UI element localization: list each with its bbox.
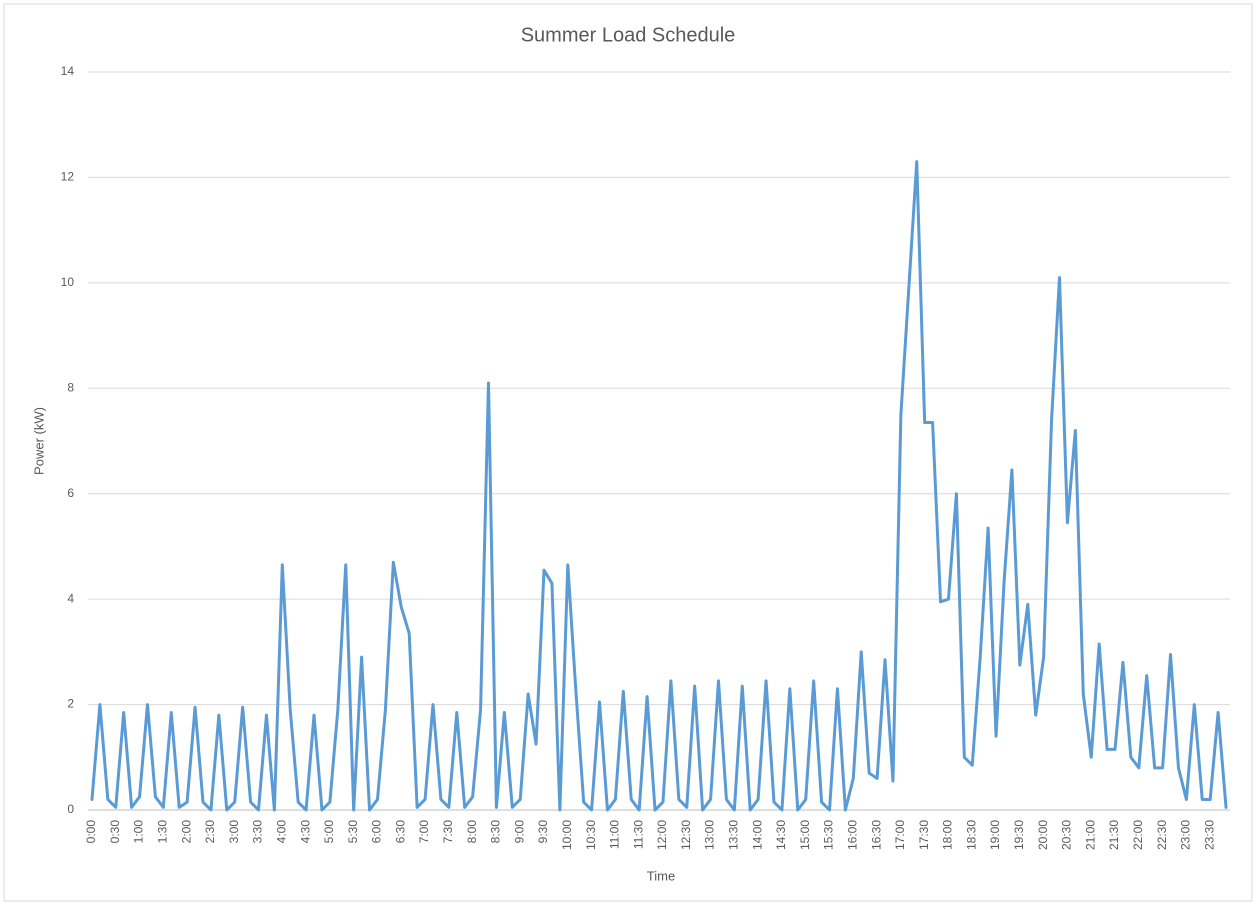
x-tick-label: 20:30 bbox=[1060, 820, 1074, 850]
y-tick-label: 12 bbox=[61, 170, 75, 184]
x-tick-label: 12:30 bbox=[679, 820, 693, 850]
x-tick-label: 20:00 bbox=[1036, 820, 1050, 850]
y-tick-label: 2 bbox=[67, 697, 74, 711]
x-tick-label: 21:00 bbox=[1083, 820, 1097, 850]
x-tick-label: 14:00 bbox=[750, 820, 764, 850]
x-tick-label: 9:00 bbox=[512, 820, 526, 844]
y-tick-label: 8 bbox=[67, 380, 74, 394]
x-tick-label: 13:30 bbox=[727, 820, 741, 850]
x-tick-label: 18:30 bbox=[964, 820, 978, 850]
x-tick-label: 15:30 bbox=[822, 820, 836, 850]
x-tick-label: 3:30 bbox=[251, 820, 265, 844]
x-tick-label: 19:30 bbox=[1012, 820, 1026, 850]
y-tick-label: 10 bbox=[61, 275, 75, 289]
x-tick-label: 11:30 bbox=[631, 820, 645, 849]
x-tick-label: 8:00 bbox=[465, 820, 479, 844]
x-tick-label: 18:00 bbox=[941, 820, 955, 850]
y-tick-label: 0 bbox=[67, 802, 74, 816]
chart-title: Summer Load Schedule bbox=[521, 24, 736, 46]
y-tick-label: 6 bbox=[67, 486, 74, 500]
data-line bbox=[90, 160, 1228, 812]
x-tick-label: 13:00 bbox=[703, 820, 717, 850]
x-tick-label: 21:30 bbox=[1107, 820, 1121, 850]
x-tick-label: 0:30 bbox=[108, 820, 122, 844]
x-tick-label: 2:30 bbox=[203, 820, 217, 844]
x-tick-label: 3:00 bbox=[227, 820, 241, 844]
x-tick-label: 11:00 bbox=[608, 820, 622, 849]
x-tick-label: 15:00 bbox=[798, 820, 812, 850]
x-tick-label: 4:00 bbox=[274, 820, 288, 844]
x-tick-label: 2:00 bbox=[179, 820, 193, 844]
y-tick-label: 14 bbox=[61, 64, 75, 78]
x-tick-label: 8:30 bbox=[489, 820, 503, 844]
x-tick-label: 4:30 bbox=[298, 820, 312, 844]
x-tick-label: 12:00 bbox=[655, 820, 669, 850]
x-tick-label: 23:00 bbox=[1179, 820, 1193, 850]
x-tick-label: 9:30 bbox=[536, 820, 550, 844]
x-tick-label: 17:00 bbox=[893, 820, 907, 850]
x-tick-label: 22:00 bbox=[1131, 820, 1145, 850]
x-axis-title: Time bbox=[647, 868, 675, 883]
y-axis-title: Power (kW) bbox=[31, 407, 46, 475]
x-tick-label: 23:30 bbox=[1202, 820, 1216, 850]
x-tick-label: 16:30 bbox=[869, 820, 883, 850]
x-tick-label: 1:30 bbox=[156, 820, 170, 844]
x-tick-label: 17:30 bbox=[917, 820, 931, 850]
x-tick-label: 5:30 bbox=[346, 820, 360, 844]
y-tick-label: 4 bbox=[67, 591, 74, 605]
x-tick-label: 14:30 bbox=[774, 820, 788, 850]
x-tick-label: 5:00 bbox=[322, 820, 336, 844]
x-tick-label: 6:00 bbox=[370, 820, 384, 844]
x-tick-label: 10:30 bbox=[584, 820, 598, 850]
x-tick-label: 19:00 bbox=[988, 820, 1002, 850]
x-tick-label: 1:00 bbox=[132, 820, 146, 844]
x-tick-label: 22:30 bbox=[1155, 820, 1169, 850]
x-tick-label: 7:00 bbox=[417, 820, 431, 844]
x-tick-label: 0:00 bbox=[84, 820, 98, 844]
x-tick-label: 6:30 bbox=[393, 820, 407, 844]
x-tick-label: 10:00 bbox=[560, 820, 574, 850]
x-tick-label: 16:00 bbox=[845, 820, 859, 850]
x-tick-label: 7:30 bbox=[441, 820, 455, 844]
